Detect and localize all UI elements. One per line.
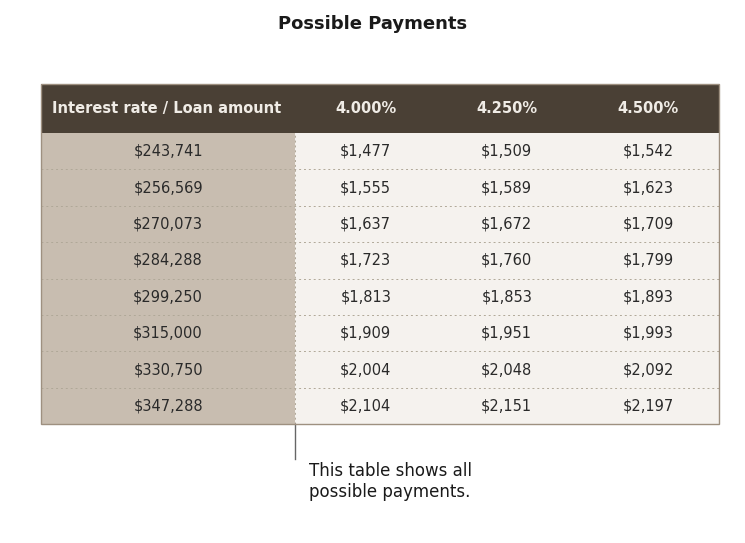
Bar <box>41 242 295 279</box>
Bar <box>577 242 719 279</box>
Text: $1,509: $1,509 <box>481 144 532 159</box>
Bar <box>41 84 719 133</box>
Text: $1,993: $1,993 <box>623 326 673 340</box>
Text: $284,288: $284,288 <box>133 253 203 268</box>
Text: $330,750: $330,750 <box>133 362 203 377</box>
Bar <box>577 133 719 169</box>
Text: $2,048: $2,048 <box>481 362 533 377</box>
Text: $2,151: $2,151 <box>481 399 532 413</box>
Bar <box>295 279 437 315</box>
Bar <box>295 351 437 388</box>
Text: $1,542: $1,542 <box>623 144 673 159</box>
Text: $1,909: $1,909 <box>340 326 391 340</box>
Text: $270,073: $270,073 <box>133 217 203 231</box>
Bar <box>295 388 437 424</box>
Text: Interest rate / Loan amount: Interest rate / Loan amount <box>52 101 282 116</box>
Text: $1,672: $1,672 <box>481 217 533 231</box>
Bar <box>437 169 577 206</box>
Bar <box>41 388 295 424</box>
Text: $1,813: $1,813 <box>340 289 391 304</box>
Bar <box>437 351 577 388</box>
Bar <box>437 388 577 424</box>
Bar <box>41 133 295 169</box>
Bar <box>577 206 719 242</box>
Bar <box>437 279 577 315</box>
Text: $2,004: $2,004 <box>340 362 391 377</box>
Bar <box>437 315 577 351</box>
Bar <box>41 84 719 424</box>
Text: $315,000: $315,000 <box>133 326 203 340</box>
Text: $1,893: $1,893 <box>623 289 673 304</box>
Text: $299,250: $299,250 <box>133 289 203 304</box>
Bar <box>41 206 295 242</box>
Text: $2,197: $2,197 <box>623 399 673 413</box>
Bar <box>577 388 719 424</box>
Text: $1,853: $1,853 <box>481 289 532 304</box>
Text: $1,623: $1,623 <box>623 180 673 195</box>
Bar <box>295 133 437 169</box>
Text: $1,709: $1,709 <box>623 217 673 231</box>
Bar <box>437 242 577 279</box>
Text: 4.000%: 4.000% <box>335 101 396 116</box>
Bar <box>41 279 295 315</box>
Bar <box>437 206 577 242</box>
Text: $1,555: $1,555 <box>340 180 391 195</box>
Bar <box>41 169 295 206</box>
Text: $1,799: $1,799 <box>623 253 673 268</box>
Bar <box>295 315 437 351</box>
Text: $1,723: $1,723 <box>340 253 391 268</box>
Text: This table shows all
possible payments.: This table shows all possible payments. <box>308 462 472 501</box>
Text: $1,477: $1,477 <box>340 144 391 159</box>
Text: $1,637: $1,637 <box>340 217 391 231</box>
Text: $347,288: $347,288 <box>133 399 203 413</box>
Text: $256,569: $256,569 <box>133 180 203 195</box>
Bar <box>577 169 719 206</box>
Text: $1,589: $1,589 <box>481 180 532 195</box>
Bar <box>577 351 719 388</box>
Bar <box>577 279 719 315</box>
Text: $2,104: $2,104 <box>340 399 391 413</box>
Text: $2,092: $2,092 <box>622 362 673 377</box>
Bar <box>295 169 437 206</box>
Bar <box>41 351 295 388</box>
Text: $1,951: $1,951 <box>481 326 532 340</box>
Bar <box>295 242 437 279</box>
Text: 4.250%: 4.250% <box>476 101 537 116</box>
Bar <box>295 206 437 242</box>
Text: $1,760: $1,760 <box>481 253 533 268</box>
Text: Possible Payments: Possible Payments <box>278 15 467 34</box>
Bar <box>437 133 577 169</box>
Bar <box>41 315 295 351</box>
Text: $243,741: $243,741 <box>133 144 203 159</box>
Text: 4.500%: 4.500% <box>618 101 679 116</box>
Bar <box>577 315 719 351</box>
